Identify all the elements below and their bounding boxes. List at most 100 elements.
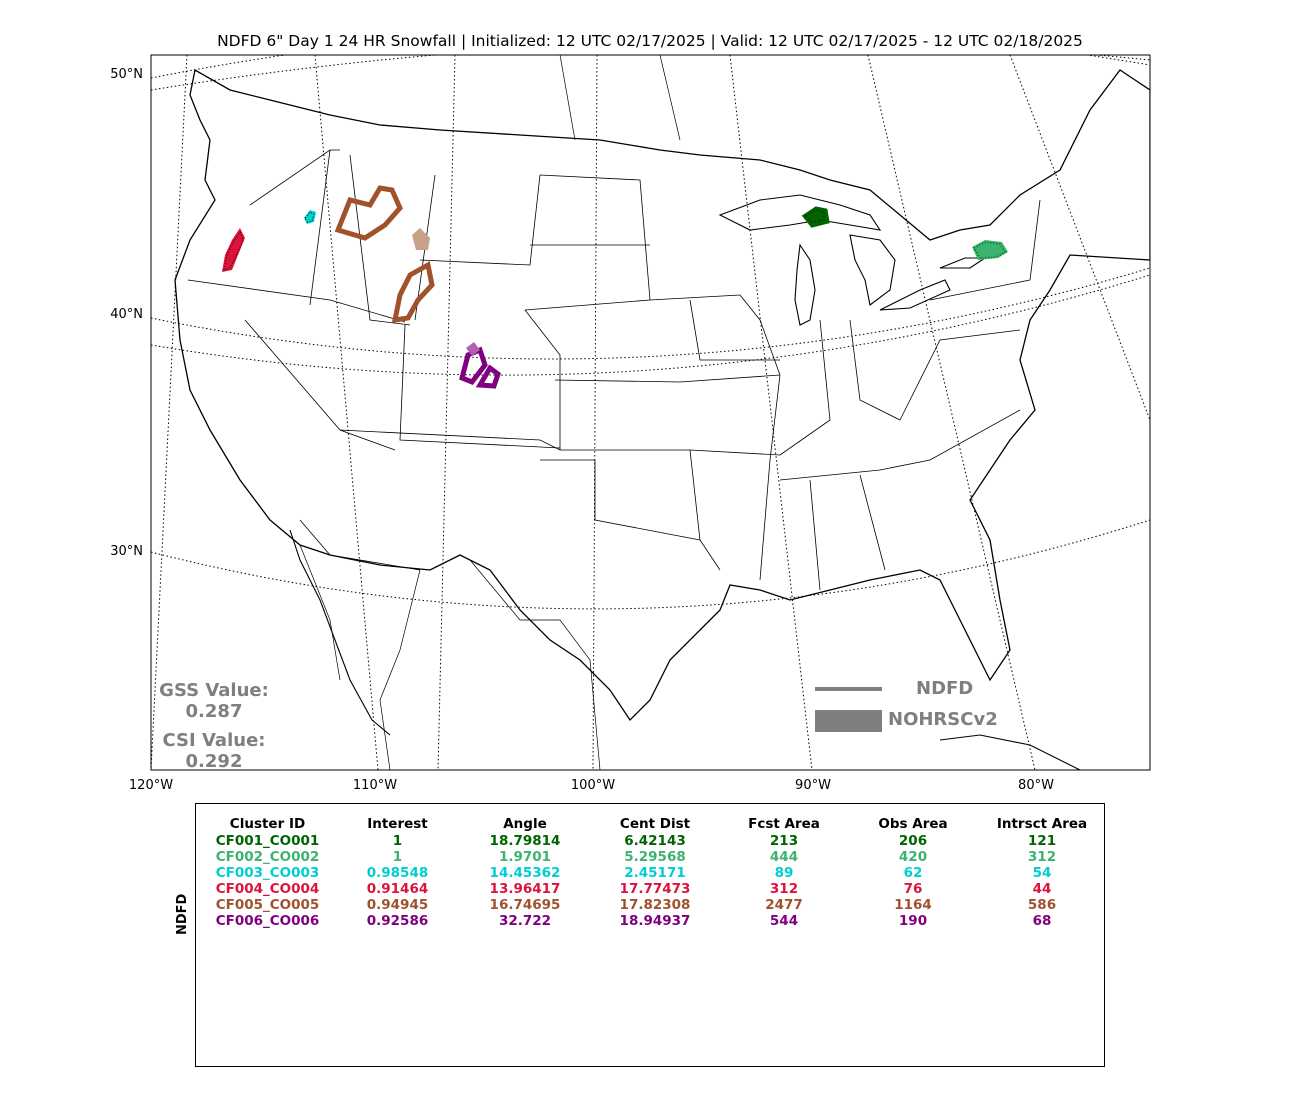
table-cell: 68 — [1032, 913, 1052, 929]
fcst-object-cf001 — [805, 209, 825, 223]
object-cf004 — [222, 228, 245, 272]
obs-object-cf003 — [304, 210, 316, 224]
graticule-lat-45 — [151, 55, 1150, 91]
obs-object-cf001 — [801, 206, 830, 228]
baja-coast — [289, 529, 391, 736]
header-fcst-area: Fcst Area — [748, 816, 820, 832]
graticule-lon-95 — [592, 55, 598, 770]
legend-obs-label: NOHRSCv2 — [888, 709, 998, 730]
table-cell: 0.91464 — [366, 881, 429, 897]
table-cell: 121 — [1027, 833, 1057, 849]
us-outline — [174, 68, 1150, 722]
table-cell: 16.74695 — [489, 897, 561, 913]
table-cell: 18.79814 — [489, 833, 561, 849]
table-cell: 89 — [774, 865, 794, 881]
lon-label-100: 100°W — [570, 778, 616, 793]
lake-michigan — [794, 243, 816, 326]
table-cell: 544 — [769, 913, 799, 929]
graticule-lat-40 — [151, 267, 1150, 360]
object-cf002 — [972, 240, 1008, 260]
table-cell: 213 — [769, 833, 799, 849]
graticule-lon-80 — [1009, 55, 1150, 421]
table-cell: 44 — [1032, 881, 1052, 897]
lake-superior — [718, 194, 882, 231]
obs-object-cf002 — [972, 240, 1008, 260]
table-cell: 190 — [898, 913, 928, 929]
table-row: CF001_CO001 1 18.79814 6.42143 213 206 121 — [200, 833, 1106, 849]
header-cent-dist: Cent Dist — [619, 816, 691, 832]
table-cell: 0.94945 — [366, 897, 429, 913]
fcst-object-cf003 — [304, 211, 315, 223]
stats-table-frame — [195, 803, 1105, 1067]
header-obs-area: Obs Area — [878, 816, 948, 832]
table-cell: 62 — [903, 865, 923, 881]
graticule-lat-35 — [151, 274, 1150, 376]
header-interest: Interest — [367, 816, 428, 832]
cuba-coast — [939, 734, 1081, 770]
table-cell: 76 — [903, 881, 923, 897]
gss-label: GSS Value: — [159, 680, 269, 701]
header-angle: Angle — [503, 816, 547, 832]
fcst-object-cf004 — [223, 230, 244, 271]
obs-object-cf004 — [222, 228, 245, 272]
object-cf003 — [304, 210, 316, 224]
table-row: CF004_CO004 0.91464 13.96417 17.77473 312 76 4… — [200, 881, 1106, 897]
obs-object-cf006c — [466, 342, 480, 356]
lon-label-80: 80°W — [1018, 778, 1054, 793]
table-cell: 444 — [769, 849, 799, 865]
table-row: CF003_CO003 0.98548 14.45362 2.45171 89 62 54 — [200, 865, 1106, 881]
table-cell: 312 — [769, 881, 799, 897]
table-cell: 206 — [898, 833, 928, 849]
table-cell: CF002_CO002 — [215, 849, 320, 865]
table-cell: CF003_CO003 — [215, 865, 320, 881]
legend-fcst-label: NDFD — [916, 678, 974, 699]
obs-object-cf005c — [391, 261, 435, 324]
graticule-lat-30 — [151, 519, 1150, 610]
table-cell: 14.45362 — [489, 865, 561, 881]
state-lines — [187, 149, 1041, 591]
table-cell: 1.9701 — [498, 849, 552, 865]
table-row: CF005_CO005 0.94945 16.74695 17.82308 2477 11… — [200, 897, 1106, 913]
graticule-lon-120 — [151, 55, 188, 770]
obs-object-cf005a — [412, 228, 430, 250]
table-row: CF002_CO002 1 1.9701 5.29568 444 420 312 — [200, 849, 1106, 865]
lat-label-30: 30°N — [110, 544, 143, 559]
intl-lines — [299, 55, 681, 770]
table-cell: 17.82308 — [619, 897, 691, 913]
csi-value: 0.292 — [185, 751, 243, 772]
object-cf005 — [334, 185, 435, 324]
lake-erie — [879, 279, 951, 311]
stats-header-row: Cluster ID Interest Angle Cent Dist Fcst… — [200, 815, 1106, 833]
map-frame — [150, 54, 1151, 771]
lat-label-40: 40°N — [110, 307, 143, 322]
lake-huron — [849, 234, 896, 306]
table-side-label: NDFD — [175, 893, 190, 935]
table-cell: 5.29568 — [624, 849, 686, 865]
graticule-lat-50 — [151, 55, 1150, 79]
object-cf001 — [801, 206, 830, 228]
table-cell: 32.722 — [498, 913, 552, 929]
map — [150, 54, 1151, 771]
table-cell: CF005_CO005 — [215, 897, 320, 913]
lon-label-120: 120°W — [128, 778, 174, 793]
table-cell: 312 — [1027, 849, 1057, 865]
stats-body: CF001_CO001 1 18.79814 6.42143 213 206 121 CF00… — [200, 833, 1106, 929]
csi-label: CSI Value: — [162, 730, 266, 751]
header-cluster-id: Cluster ID — [229, 816, 306, 832]
table-cell: 0.92586 — [366, 913, 429, 929]
stats-table: Cluster ID Interest Angle Cent Dist Fcst… — [200, 815, 1106, 929]
obs-object-cf006b — [475, 364, 501, 389]
table-cell: CF006_CO006 — [215, 913, 320, 929]
obs-object-cf006a — [459, 346, 488, 386]
table-cell: 13.96417 — [489, 881, 561, 897]
legend-obs-swatch — [815, 710, 882, 732]
obs-object-cf005b — [334, 185, 403, 241]
header-intrsct-area: Intrsct Area — [996, 816, 1088, 832]
fcst-object-cf002 — [972, 241, 1007, 259]
object-cf006 — [459, 342, 501, 389]
lat-label-50: 50°N — [110, 67, 143, 82]
table-cell: 2477 — [765, 897, 803, 913]
table-cell: 18.94937 — [619, 913, 691, 929]
table-cell: 17.77473 — [619, 881, 691, 897]
graticule-lon-85 — [867, 55, 1036, 770]
